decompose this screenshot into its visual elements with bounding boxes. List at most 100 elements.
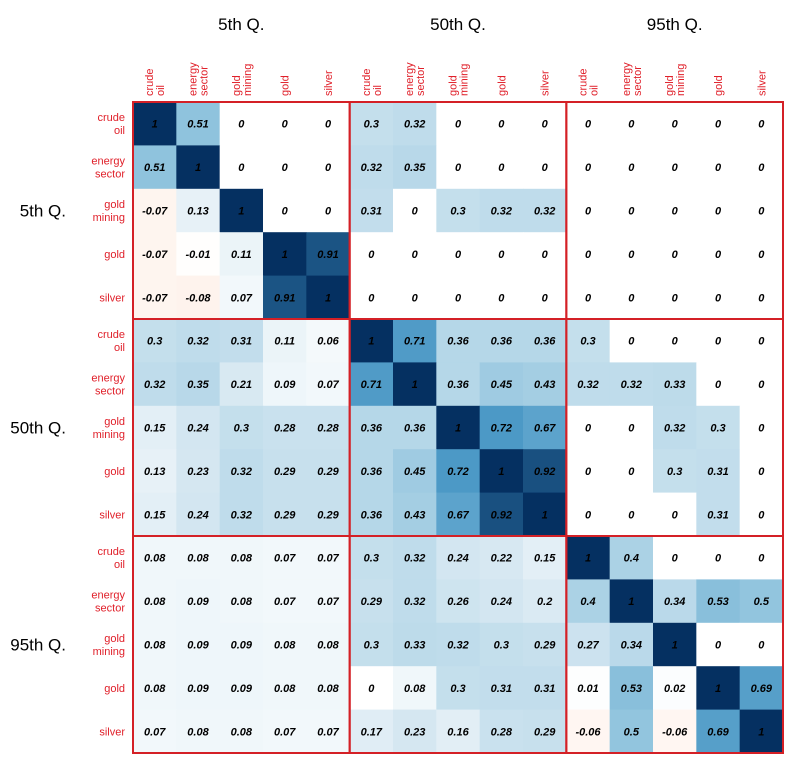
heatmap-cell [349, 579, 394, 624]
cell-value-label: 0.32 [187, 336, 208, 348]
cell-value-label: 0.35 [404, 162, 426, 174]
cell-value-label: 0.08 [274, 683, 296, 695]
row-label-line: gold [104, 199, 125, 211]
cell-value-label: 0.34 [621, 640, 642, 652]
heatmap-cell [436, 145, 481, 190]
heatmap-cell [479, 449, 524, 493]
heatmap-cell [566, 405, 611, 450]
cell-value-label: 0.08 [144, 596, 166, 608]
cell-value-label: 1 [498, 466, 504, 478]
cell-value-label: 0.13 [144, 466, 165, 478]
heatmap-cell [523, 145, 567, 190]
cell-value-label: 0.32 [621, 379, 642, 391]
heatmap-cell [176, 405, 221, 450]
cell-value-label: 0 [585, 509, 592, 521]
heatmap-cell [133, 622, 177, 667]
cell-value-label: 0.08 [404, 683, 426, 695]
cell-value-label: 0.08 [231, 596, 253, 608]
cell-value-label: 1 [715, 683, 721, 695]
heatmap-cell [696, 188, 741, 233]
heatmap-cell [349, 622, 394, 667]
heatmap-cell [523, 622, 567, 667]
heatmap-cell [609, 145, 654, 190]
heatmap-cell [263, 666, 307, 710]
row-label-line: mining [93, 212, 125, 224]
cell-value-label: 0.51 [187, 119, 208, 131]
cell-value-label: 0.3 [450, 683, 465, 695]
heatmap-cell [306, 709, 351, 754]
heatmap-cell [219, 275, 264, 320]
cell-value-label: 1 [585, 553, 591, 565]
heatmap-cell [609, 319, 654, 363]
heatmap-cell [436, 102, 481, 146]
row-label-gold: gold [104, 683, 125, 695]
heatmap-cell [566, 449, 611, 493]
heatmap-cell [523, 536, 567, 580]
cell-value-label: 0.31 [707, 466, 728, 478]
cell-value-label: 1 [282, 249, 288, 261]
cell-value-label: 0.32 [534, 206, 555, 218]
cell-value-label: 1 [628, 596, 634, 608]
left-quantile-labels: 5th Q. 50th Q. 95th Q. [10, 202, 66, 655]
cell-value-label: 0.07 [274, 553, 296, 565]
cell-value-label: 0.72 [447, 466, 468, 478]
heatmap-cell [219, 145, 264, 190]
column-label-energy-sector: energy sector [188, 62, 211, 96]
cell-value-label: 0.09 [187, 596, 209, 608]
cell-value-label: 0.92 [534, 466, 555, 478]
cell-value-label: 0 [368, 292, 375, 304]
heatmap-cell [306, 449, 351, 493]
cell-value-label: 0.29 [317, 509, 339, 521]
heatmap-cell [263, 405, 307, 450]
cell-value-label: 0.22 [491, 553, 512, 565]
cell-value-label: 0.32 [491, 206, 512, 218]
cell-value-label: 0 [325, 162, 332, 174]
heatmap-cell [566, 145, 611, 190]
heatmap-cell [133, 449, 177, 493]
column-label-line: silver [540, 70, 552, 96]
cell-value-label: 0 [542, 162, 549, 174]
cell-value-label: 0 [715, 162, 722, 174]
row-label-line: silver [99, 726, 125, 738]
heatmap-cell [696, 492, 741, 537]
heatmap-cell [349, 492, 394, 537]
heatmap-cell [393, 362, 437, 407]
row-label-line: crude [97, 329, 125, 341]
cell-value-label: 0 [715, 336, 722, 348]
heatmap-cell [219, 536, 264, 580]
heatmap-cell [609, 362, 654, 407]
heatmap-cell [696, 405, 741, 450]
cell-value-label: 0 [672, 292, 679, 304]
cell-value-label: 0.28 [491, 726, 513, 738]
column-label-line: gold [448, 75, 460, 96]
heatmap-cell [393, 622, 437, 667]
heatmap-cell [176, 188, 221, 233]
heatmap-cell [263, 188, 307, 233]
heatmap-cell [696, 232, 741, 276]
cell-value-label: 0.29 [534, 726, 556, 738]
cell-value-label: 0.15 [144, 423, 166, 435]
column-label-line: energy [404, 62, 416, 96]
row-label-line: oil [114, 125, 125, 137]
cell-value-label: 0.53 [621, 683, 642, 695]
cell-value-label: 0.3 [364, 553, 379, 565]
heatmap-cell [479, 145, 524, 190]
heatmap-cell [609, 666, 654, 710]
heatmap-cell [739, 579, 784, 624]
heatmap-cell [739, 275, 784, 320]
heatmap-cell [523, 709, 567, 754]
heatmap-cell [263, 492, 307, 537]
heatmap-cell [219, 232, 264, 276]
cell-value-label: 0.24 [187, 423, 208, 435]
cell-value-label: 0.53 [707, 596, 728, 608]
row-label-line: silver [99, 292, 125, 304]
quantile-block-borders [132, 101, 785, 754]
heatmap-cell [306, 492, 351, 537]
heatmap-cell [566, 709, 611, 754]
cell-value-label: 0.36 [447, 336, 469, 348]
column-label-line: oil [589, 85, 601, 96]
cell-value-label: 0 [455, 119, 462, 131]
heatmap-cell [523, 666, 567, 710]
